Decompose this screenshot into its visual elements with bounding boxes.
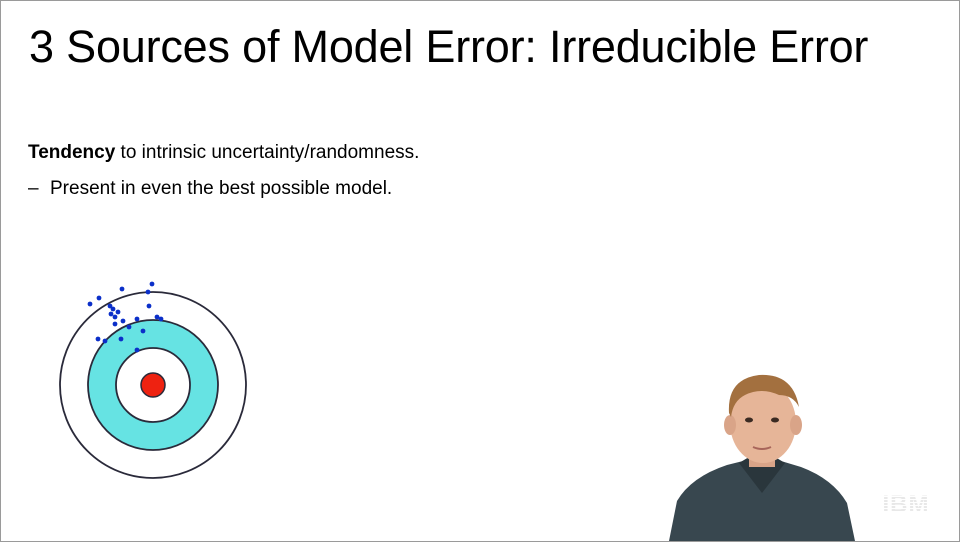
- shot-dot: [95, 336, 101, 342]
- bullet-main-text: to intrinsic uncertainty/randomness.: [115, 142, 420, 163]
- presenter-shirt: [669, 461, 855, 541]
- shot-dot: [158, 316, 164, 322]
- slide-title: 3 Sources of Model Error: Irreducible Er…: [29, 21, 869, 72]
- presenter-ear-left: [724, 415, 736, 435]
- shot-dot: [118, 336, 124, 342]
- shot-dot: [112, 314, 118, 320]
- ibm-logo-text: IBM: [883, 491, 930, 515]
- shot-dot: [108, 311, 114, 317]
- shot-dot: [107, 303, 113, 309]
- bullet-sub: – Present in even the best possible model…: [28, 178, 392, 200]
- presenter-eye-left: [745, 417, 753, 423]
- ibm-logo: IBM: [883, 491, 930, 515]
- shot-dot: [119, 286, 125, 292]
- bullet-main-bold: Tendency: [28, 142, 116, 163]
- shot-dot: [145, 289, 151, 295]
- shot-dot: [154, 314, 160, 320]
- target-diagram: [59, 281, 247, 479]
- shot-dot: [110, 306, 116, 312]
- shot-dots: [87, 281, 164, 353]
- bullet-sub-text: Present in even the best possible model.: [50, 178, 393, 199]
- shot-dot: [146, 303, 152, 309]
- shot-dot: [140, 328, 146, 334]
- bullet-sub-dash: –: [28, 178, 39, 199]
- shot-dot: [120, 318, 126, 324]
- shot-dot: [96, 295, 102, 301]
- bullet-main: Tendency to intrinsic uncertainty/random…: [28, 142, 419, 164]
- shot-dot: [149, 281, 155, 287]
- shot-dot: [102, 338, 108, 344]
- presenter-face: [730, 383, 796, 463]
- presenter-hair: [728, 374, 799, 417]
- shot-dot: [134, 347, 140, 353]
- shot-dot: [134, 316, 140, 322]
- target-bullseye: [140, 372, 166, 398]
- presenter-video: [669, 374, 855, 541]
- shot-dot: [115, 309, 121, 315]
- shot-dot: [87, 301, 93, 307]
- presenter-ear-right: [790, 415, 802, 435]
- shot-dot: [126, 324, 132, 330]
- shot-dot: [112, 321, 118, 327]
- presenter-mouth: [752, 446, 772, 450]
- presenter-eye-right: [771, 417, 779, 423]
